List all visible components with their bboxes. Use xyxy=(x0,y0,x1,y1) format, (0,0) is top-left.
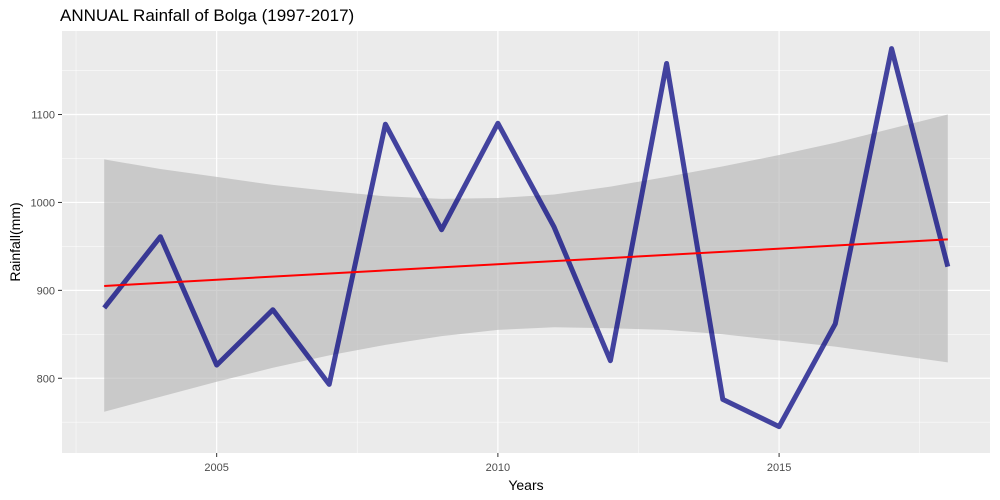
x-axis-label: Years xyxy=(508,477,543,493)
data-point xyxy=(608,359,612,363)
y-tick-label: 1100 xyxy=(31,110,55,122)
x-tick-label: 2015 xyxy=(767,462,791,474)
data-point xyxy=(327,382,331,386)
x-tick-label: 2010 xyxy=(486,462,510,474)
data-point xyxy=(440,228,444,232)
rainfall-series-line xyxy=(102,46,951,430)
data-point xyxy=(946,265,950,269)
data-point xyxy=(665,62,669,66)
trend-line xyxy=(104,238,948,287)
x-tick-label: 2005 xyxy=(204,462,228,474)
data-point xyxy=(102,306,106,310)
y-tick-label: 800 xyxy=(37,373,55,385)
data-point xyxy=(496,121,500,125)
data-point xyxy=(777,425,781,429)
data-point xyxy=(158,235,162,239)
data-point xyxy=(890,47,894,51)
data-point xyxy=(552,225,556,229)
y-axis-label: Rainfall(mm) xyxy=(7,202,23,281)
data-point xyxy=(215,363,219,367)
y-tick-label: 1000 xyxy=(31,197,55,209)
data-point xyxy=(383,122,387,126)
y-tick-label: 900 xyxy=(37,285,55,297)
data-point xyxy=(833,322,837,326)
data-point xyxy=(271,308,275,312)
chart-title: ANNUAL Rainfall of Bolga (1997-2017) xyxy=(60,6,355,25)
data-point xyxy=(721,397,725,401)
